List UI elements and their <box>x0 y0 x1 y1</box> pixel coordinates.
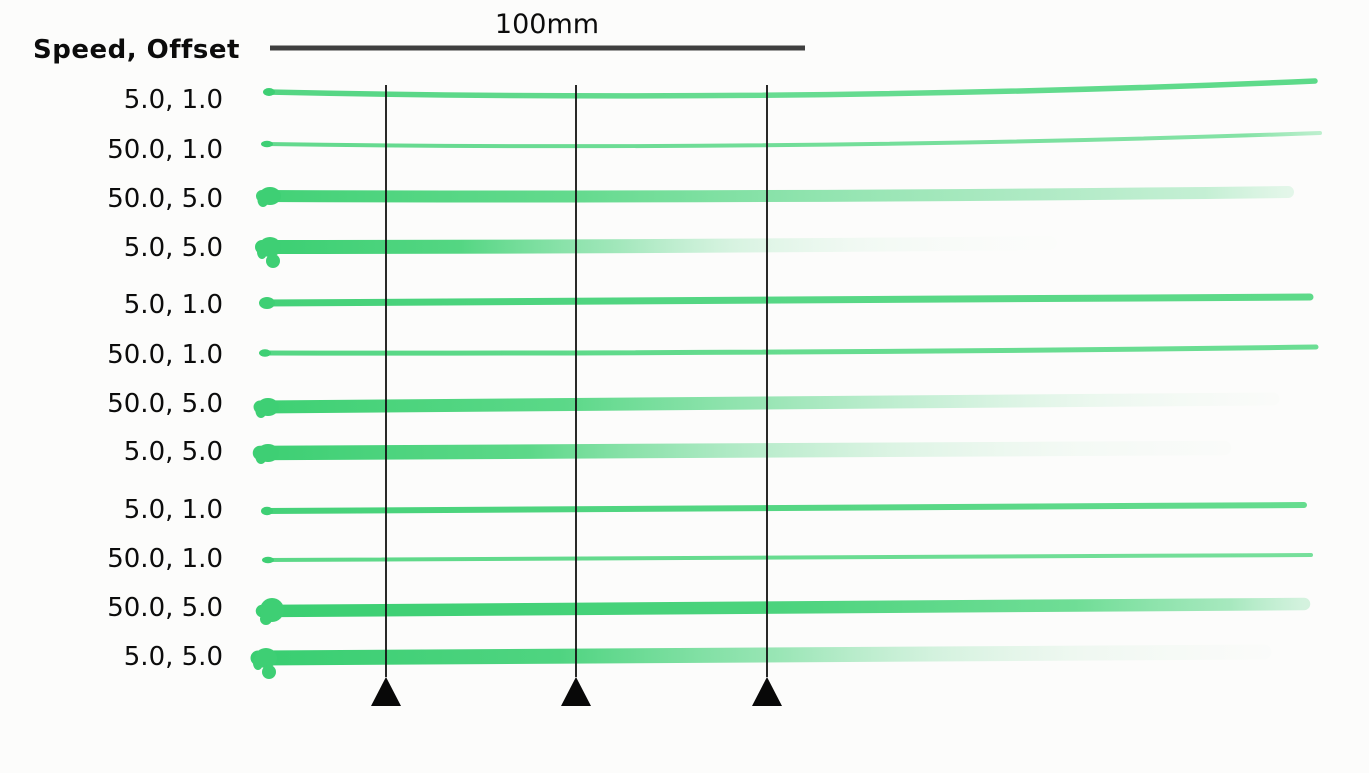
ink-blob <box>255 404 267 418</box>
ink-blob <box>260 613 272 625</box>
row-label: 5.0, 5.0 <box>123 233 223 263</box>
ink-stroke <box>263 131 1322 149</box>
ink-stroke <box>252 440 1232 461</box>
ink-blob <box>262 556 274 564</box>
ink-blob <box>259 349 271 357</box>
scale-bar-label: 100mm <box>494 9 600 40</box>
ink-stroke <box>256 186 1294 203</box>
row-label: 50.0, 1.0 <box>107 135 223 165</box>
ink-blob <box>261 506 273 516</box>
ink-stroke <box>264 553 1313 562</box>
row-label: 50.0, 1.0 <box>107 340 223 370</box>
ink-stroke <box>250 644 1272 666</box>
row-label: 50.0, 5.0 <box>107 389 223 419</box>
ink-blob <box>253 656 263 670</box>
ink-stroke <box>259 293 1314 307</box>
triangle-marker-icon <box>561 677 591 706</box>
row-label: 5.0, 5.0 <box>123 437 223 467</box>
ink-stroke <box>255 236 1057 254</box>
figure-title: Speed, Offset <box>33 35 240 65</box>
ink-stroke <box>260 344 1319 356</box>
ink-stroke <box>262 502 1307 514</box>
triangle-marker-icon <box>371 677 401 706</box>
triangle-marker-icon <box>752 677 782 706</box>
row-label: 5.0, 1.0 <box>123 495 223 525</box>
ink-blob <box>263 88 275 96</box>
ink-stroke <box>264 78 1318 99</box>
row-label: 50.0, 1.0 <box>107 544 223 574</box>
row-label: 50.0, 5.0 <box>107 593 223 623</box>
ink-blob <box>261 140 273 148</box>
ink-blob <box>255 450 267 464</box>
ink-stroke <box>255 597 1311 618</box>
ink-blob <box>262 665 276 679</box>
row-label: 5.0, 1.0 <box>123 85 223 115</box>
row-label: 5.0, 5.0 <box>123 642 223 672</box>
ink-blob <box>266 254 280 268</box>
row-label: 50.0, 5.0 <box>107 184 223 214</box>
ink-blob <box>257 193 269 207</box>
ink-blob <box>257 245 267 259</box>
ink-blob <box>259 297 275 309</box>
row-label: 5.0, 1.0 <box>123 290 223 320</box>
